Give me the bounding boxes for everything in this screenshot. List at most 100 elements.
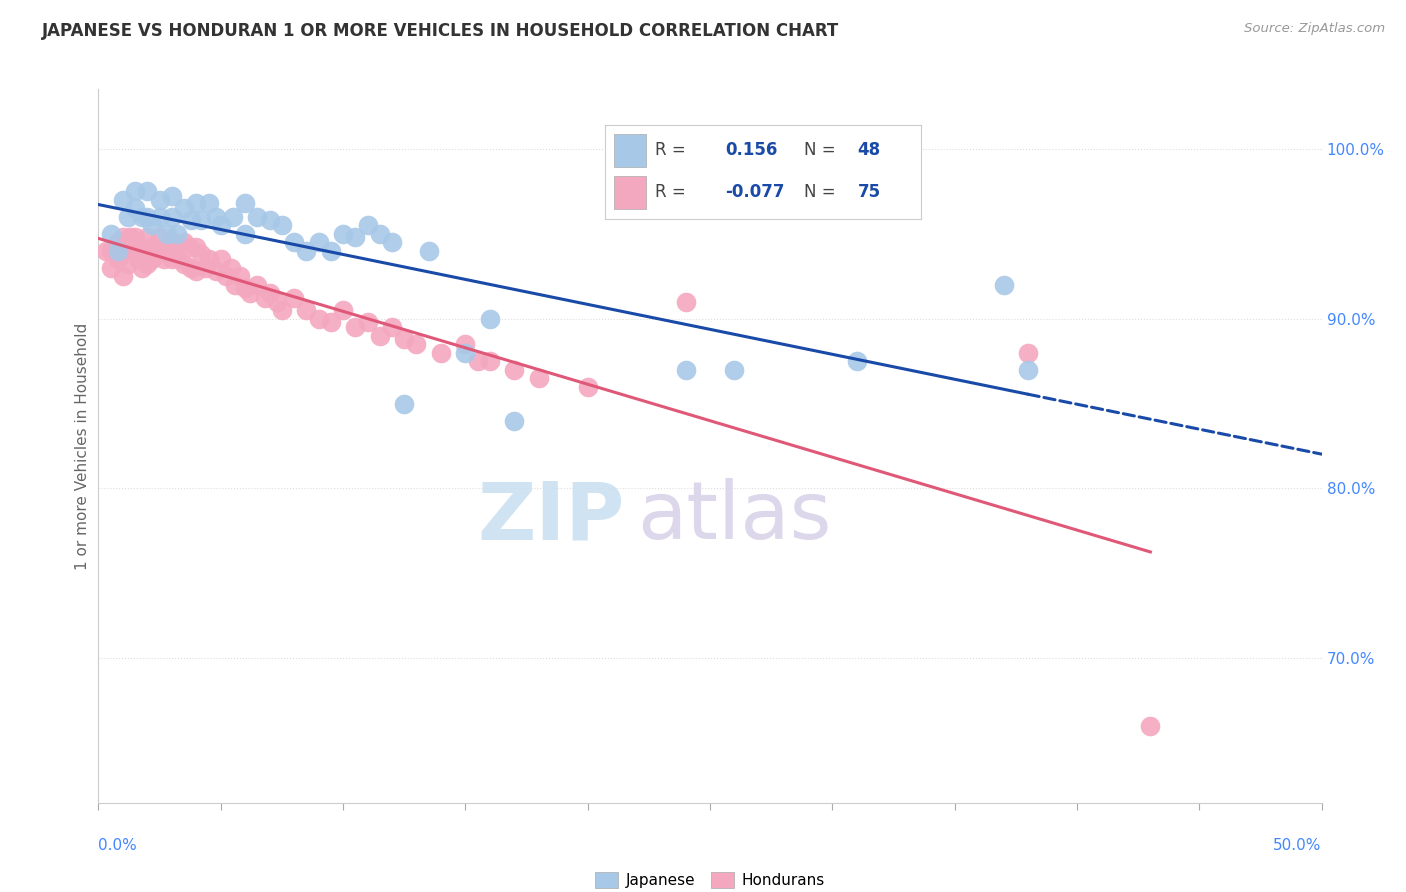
Point xyxy=(190,247,212,261)
Point xyxy=(246,277,269,292)
Point xyxy=(295,244,318,258)
Point xyxy=(107,235,129,249)
Point xyxy=(131,210,153,224)
Point xyxy=(332,227,354,241)
Point xyxy=(141,252,163,266)
Point xyxy=(197,196,219,211)
Point xyxy=(160,235,183,249)
Point xyxy=(723,362,745,376)
Point xyxy=(527,371,550,385)
Point xyxy=(136,184,159,198)
Point xyxy=(111,193,134,207)
Point xyxy=(283,291,305,305)
Point xyxy=(195,260,218,275)
Point xyxy=(219,260,242,275)
Point xyxy=(503,362,526,376)
Point xyxy=(127,252,149,266)
Point xyxy=(1017,345,1039,359)
Point xyxy=(186,196,208,211)
Point xyxy=(209,252,232,266)
Point xyxy=(131,260,153,275)
Text: 50.0%: 50.0% xyxy=(1274,838,1322,854)
Point xyxy=(239,286,262,301)
Text: ZIP: ZIP xyxy=(477,478,624,557)
Point xyxy=(104,244,127,258)
Point xyxy=(368,328,391,343)
Point xyxy=(107,244,129,258)
Point xyxy=(167,252,190,266)
Point xyxy=(156,240,179,254)
Point xyxy=(576,379,599,393)
Point xyxy=(283,235,305,249)
Point xyxy=(146,247,169,261)
Point xyxy=(295,303,318,318)
Point xyxy=(107,252,129,266)
Text: 0.156: 0.156 xyxy=(725,141,778,159)
FancyBboxPatch shape xyxy=(614,177,645,210)
Point xyxy=(160,252,183,266)
Point xyxy=(229,269,252,284)
FancyBboxPatch shape xyxy=(614,134,645,167)
Point xyxy=(124,184,146,198)
Y-axis label: 1 or more Vehicles in Household: 1 or more Vehicles in Household xyxy=(75,322,90,570)
Point xyxy=(381,235,404,249)
Point xyxy=(319,315,342,329)
Point xyxy=(259,286,281,301)
Point xyxy=(141,218,163,232)
Text: JAPANESE VS HONDURAN 1 OR MORE VEHICLES IN HOUSEHOLD CORRELATION CHART: JAPANESE VS HONDURAN 1 OR MORE VEHICLES … xyxy=(42,22,839,40)
Point xyxy=(173,257,195,271)
Point xyxy=(166,240,188,254)
Point xyxy=(392,332,416,346)
Point xyxy=(100,244,122,258)
Text: N =: N = xyxy=(804,184,835,202)
Point xyxy=(149,230,172,244)
Point xyxy=(190,213,212,227)
Point xyxy=(467,354,489,368)
Point xyxy=(214,269,236,284)
Point xyxy=(1139,719,1161,733)
Point xyxy=(124,244,146,258)
Point xyxy=(149,193,172,207)
Point xyxy=(149,210,172,224)
Point xyxy=(845,354,868,368)
Point xyxy=(117,244,139,258)
Point xyxy=(209,218,232,232)
Point xyxy=(177,240,200,254)
Text: Source: ZipAtlas.com: Source: ZipAtlas.com xyxy=(1244,22,1385,36)
Point xyxy=(100,227,122,241)
Point xyxy=(180,213,202,227)
Point xyxy=(136,210,159,224)
Point xyxy=(381,320,404,334)
Text: R =: R = xyxy=(655,141,686,159)
Point xyxy=(332,303,354,318)
Point xyxy=(356,218,378,232)
Point xyxy=(121,240,143,254)
Point xyxy=(356,315,378,329)
Point xyxy=(186,264,208,278)
Point xyxy=(405,337,427,351)
Point xyxy=(149,244,172,258)
Point xyxy=(222,210,245,224)
Point xyxy=(233,196,256,211)
Point xyxy=(166,227,188,241)
Point xyxy=(454,337,477,351)
Point xyxy=(270,218,294,232)
Point xyxy=(224,277,246,292)
Point xyxy=(233,281,256,295)
Point xyxy=(675,294,697,309)
Point xyxy=(124,230,146,244)
Point xyxy=(136,257,159,271)
Point xyxy=(141,240,163,254)
Point xyxy=(111,269,134,284)
Point xyxy=(308,311,330,326)
Point xyxy=(246,210,269,224)
Point xyxy=(156,227,179,241)
Point xyxy=(205,264,228,278)
Point xyxy=(205,210,228,224)
Point xyxy=(368,227,391,241)
Point xyxy=(675,362,697,376)
Point xyxy=(503,413,526,427)
Point xyxy=(993,277,1015,292)
Text: 0.0%: 0.0% xyxy=(98,838,138,854)
Point xyxy=(173,235,195,249)
